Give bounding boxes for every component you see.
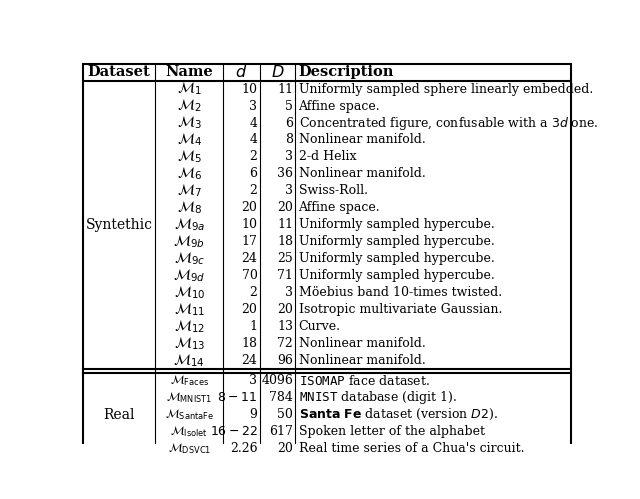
- Text: Name: Name: [165, 65, 213, 79]
- Text: 11: 11: [277, 218, 293, 231]
- Text: 18: 18: [277, 235, 293, 248]
- Text: Affine space.: Affine space.: [298, 100, 380, 113]
- Text: $\mathcal{M}_{11}$: $\mathcal{M}_{11}$: [173, 301, 205, 318]
- Text: $\mathcal{M}_{14}$: $\mathcal{M}_{14}$: [173, 352, 205, 369]
- Text: 3: 3: [285, 150, 293, 163]
- Text: Nonlinear manifold.: Nonlinear manifold.: [298, 133, 426, 147]
- Text: 5: 5: [285, 100, 293, 113]
- Text: Curve.: Curve.: [298, 320, 340, 333]
- Text: Möebius band 10-times twisted.: Möebius band 10-times twisted.: [298, 286, 502, 299]
- Text: Uniformly sampled hypercube.: Uniformly sampled hypercube.: [298, 218, 494, 231]
- Text: 4096: 4096: [261, 374, 293, 387]
- Text: Real: Real: [104, 408, 135, 422]
- Text: Concentrated figure, confusable with a $3d$ one.: Concentrated figure, confusable with a $…: [298, 114, 598, 132]
- Text: Swiss-Roll.: Swiss-Roll.: [298, 184, 367, 197]
- Text: Uniformly sampled sphere linearly embedded.: Uniformly sampled sphere linearly embedd…: [298, 83, 593, 96]
- Text: Nonlinear manifold.: Nonlinear manifold.: [298, 354, 426, 367]
- Text: 17: 17: [242, 235, 257, 248]
- Text: 617: 617: [269, 425, 293, 438]
- Text: $16 - 22$: $16 - 22$: [210, 425, 257, 438]
- Text: $\mathcal{M}_{10}$: $\mathcal{M}_{10}$: [173, 284, 205, 301]
- Text: 96: 96: [277, 354, 293, 367]
- Text: 72: 72: [277, 337, 293, 350]
- Text: 20: 20: [242, 303, 257, 316]
- Text: $\mathcal{M}_{12}$: $\mathcal{M}_{12}$: [173, 318, 205, 335]
- Text: 6: 6: [285, 117, 293, 130]
- Text: $\mathcal{M}_{\mathrm{DSVC1}}$: $\mathcal{M}_{\mathrm{DSVC1}}$: [168, 442, 211, 456]
- Text: 6: 6: [250, 167, 257, 180]
- Text: 784: 784: [269, 391, 293, 404]
- Text: 13: 13: [277, 320, 293, 333]
- Text: $d$: $d$: [236, 64, 248, 81]
- Text: Uniformly sampled hypercube.: Uniformly sampled hypercube.: [298, 235, 494, 248]
- Text: 8: 8: [285, 133, 293, 147]
- Text: $\mathcal{M}_6$: $\mathcal{M}_6$: [177, 166, 202, 182]
- Text: $\mathtt{MNIST}$ database (digit 1).: $\mathtt{MNIST}$ database (digit 1).: [298, 389, 457, 406]
- Text: 50: 50: [277, 408, 293, 421]
- Text: 20: 20: [277, 303, 293, 316]
- Text: Isotropic multivariate Gaussian.: Isotropic multivariate Gaussian.: [298, 303, 502, 316]
- Text: 24: 24: [242, 354, 257, 367]
- Text: 2: 2: [250, 286, 257, 299]
- Text: 3: 3: [285, 286, 293, 299]
- Text: 10: 10: [241, 218, 257, 231]
- Text: 71: 71: [277, 269, 293, 282]
- Text: $\mathcal{M}_2$: $\mathcal{M}_2$: [177, 98, 202, 114]
- Text: $\mathcal{M}_5$: $\mathcal{M}_5$: [177, 149, 202, 165]
- Text: 2: 2: [250, 184, 257, 197]
- Text: 20: 20: [242, 201, 257, 214]
- Text: 20: 20: [277, 201, 293, 214]
- Text: Real time series of a Chua's circuit.: Real time series of a Chua's circuit.: [298, 442, 524, 455]
- Text: $\mathcal{M}_{\mathrm{Faces}}$: $\mathcal{M}_{\mathrm{Faces}}$: [170, 374, 209, 388]
- Text: 1: 1: [250, 320, 257, 333]
- Text: 24: 24: [242, 252, 257, 265]
- Text: $\mathcal{M}_4$: $\mathcal{M}_4$: [177, 132, 202, 148]
- Text: 2-d Helix: 2-d Helix: [298, 150, 356, 163]
- Text: 10: 10: [241, 83, 257, 96]
- Text: $\mathcal{M}_{\mathrm{Isolet}}$: $\mathcal{M}_{\mathrm{Isolet}}$: [170, 425, 208, 439]
- Text: $\mathcal{M}_1$: $\mathcal{M}_1$: [177, 81, 202, 97]
- Text: $\mathcal{M}_7$: $\mathcal{M}_7$: [177, 183, 202, 199]
- Text: 3: 3: [250, 374, 257, 387]
- Text: 4: 4: [250, 133, 257, 147]
- Text: $\mathcal{M}_{\mathrm{MNIST1}}$: $\mathcal{M}_{\mathrm{MNIST1}}$: [166, 391, 212, 405]
- Text: $\mathcal{M}_{9d}$: $\mathcal{M}_{9d}$: [173, 267, 205, 284]
- Text: Dataset: Dataset: [88, 65, 150, 79]
- Text: 11: 11: [277, 83, 293, 96]
- Text: 36: 36: [277, 167, 293, 180]
- Text: 2.26: 2.26: [230, 442, 257, 455]
- Text: Affine space.: Affine space.: [298, 201, 380, 214]
- Text: 20: 20: [277, 442, 293, 455]
- Text: Uniformly sampled hypercube.: Uniformly sampled hypercube.: [298, 252, 494, 265]
- Text: 2: 2: [250, 150, 257, 163]
- Text: Nonlinear manifold.: Nonlinear manifold.: [298, 167, 426, 180]
- Text: $\mathcal{M}_8$: $\mathcal{M}_8$: [177, 200, 202, 216]
- Text: $\mathcal{M}_{9b}$: $\mathcal{M}_{9b}$: [173, 233, 205, 250]
- Text: $\mathcal{M}_3$: $\mathcal{M}_3$: [177, 115, 202, 131]
- Text: $\mathcal{M}_{9c}$: $\mathcal{M}_{9c}$: [173, 250, 205, 267]
- Text: $\mathtt{ISOMAP}$ face dataset.: $\mathtt{ISOMAP}$ face dataset.: [298, 374, 429, 388]
- Text: Spoken letter of the alphabet: Spoken letter of the alphabet: [298, 425, 484, 438]
- Text: 3: 3: [285, 184, 293, 197]
- Text: $\mathbf{Santa\ Fe}$ dataset (version $D2$).: $\mathbf{Santa\ Fe}$ dataset (version $D…: [298, 407, 497, 422]
- Text: 9: 9: [250, 408, 257, 421]
- Text: $D$: $D$: [271, 64, 284, 81]
- Text: 25: 25: [277, 252, 293, 265]
- Text: 4: 4: [250, 117, 257, 130]
- Text: 70: 70: [242, 269, 257, 282]
- Text: $8 - 11$: $8 - 11$: [218, 391, 257, 404]
- Text: 3: 3: [250, 100, 257, 113]
- Text: $\mathcal{M}_{13}$: $\mathcal{M}_{13}$: [173, 335, 205, 352]
- Text: 18: 18: [241, 337, 257, 350]
- Text: Nonlinear manifold.: Nonlinear manifold.: [298, 337, 426, 350]
- Text: $\mathcal{M}_{9a}$: $\mathcal{M}_{9a}$: [173, 216, 205, 233]
- Text: $\mathcal{M}_{\mathrm{SantaFe}}$: $\mathcal{M}_{\mathrm{SantaFe}}$: [165, 408, 214, 422]
- Text: Description: Description: [298, 65, 394, 79]
- Text: Uniformly sampled hypercube.: Uniformly sampled hypercube.: [298, 269, 494, 282]
- Text: Syntethic: Syntethic: [86, 218, 152, 232]
